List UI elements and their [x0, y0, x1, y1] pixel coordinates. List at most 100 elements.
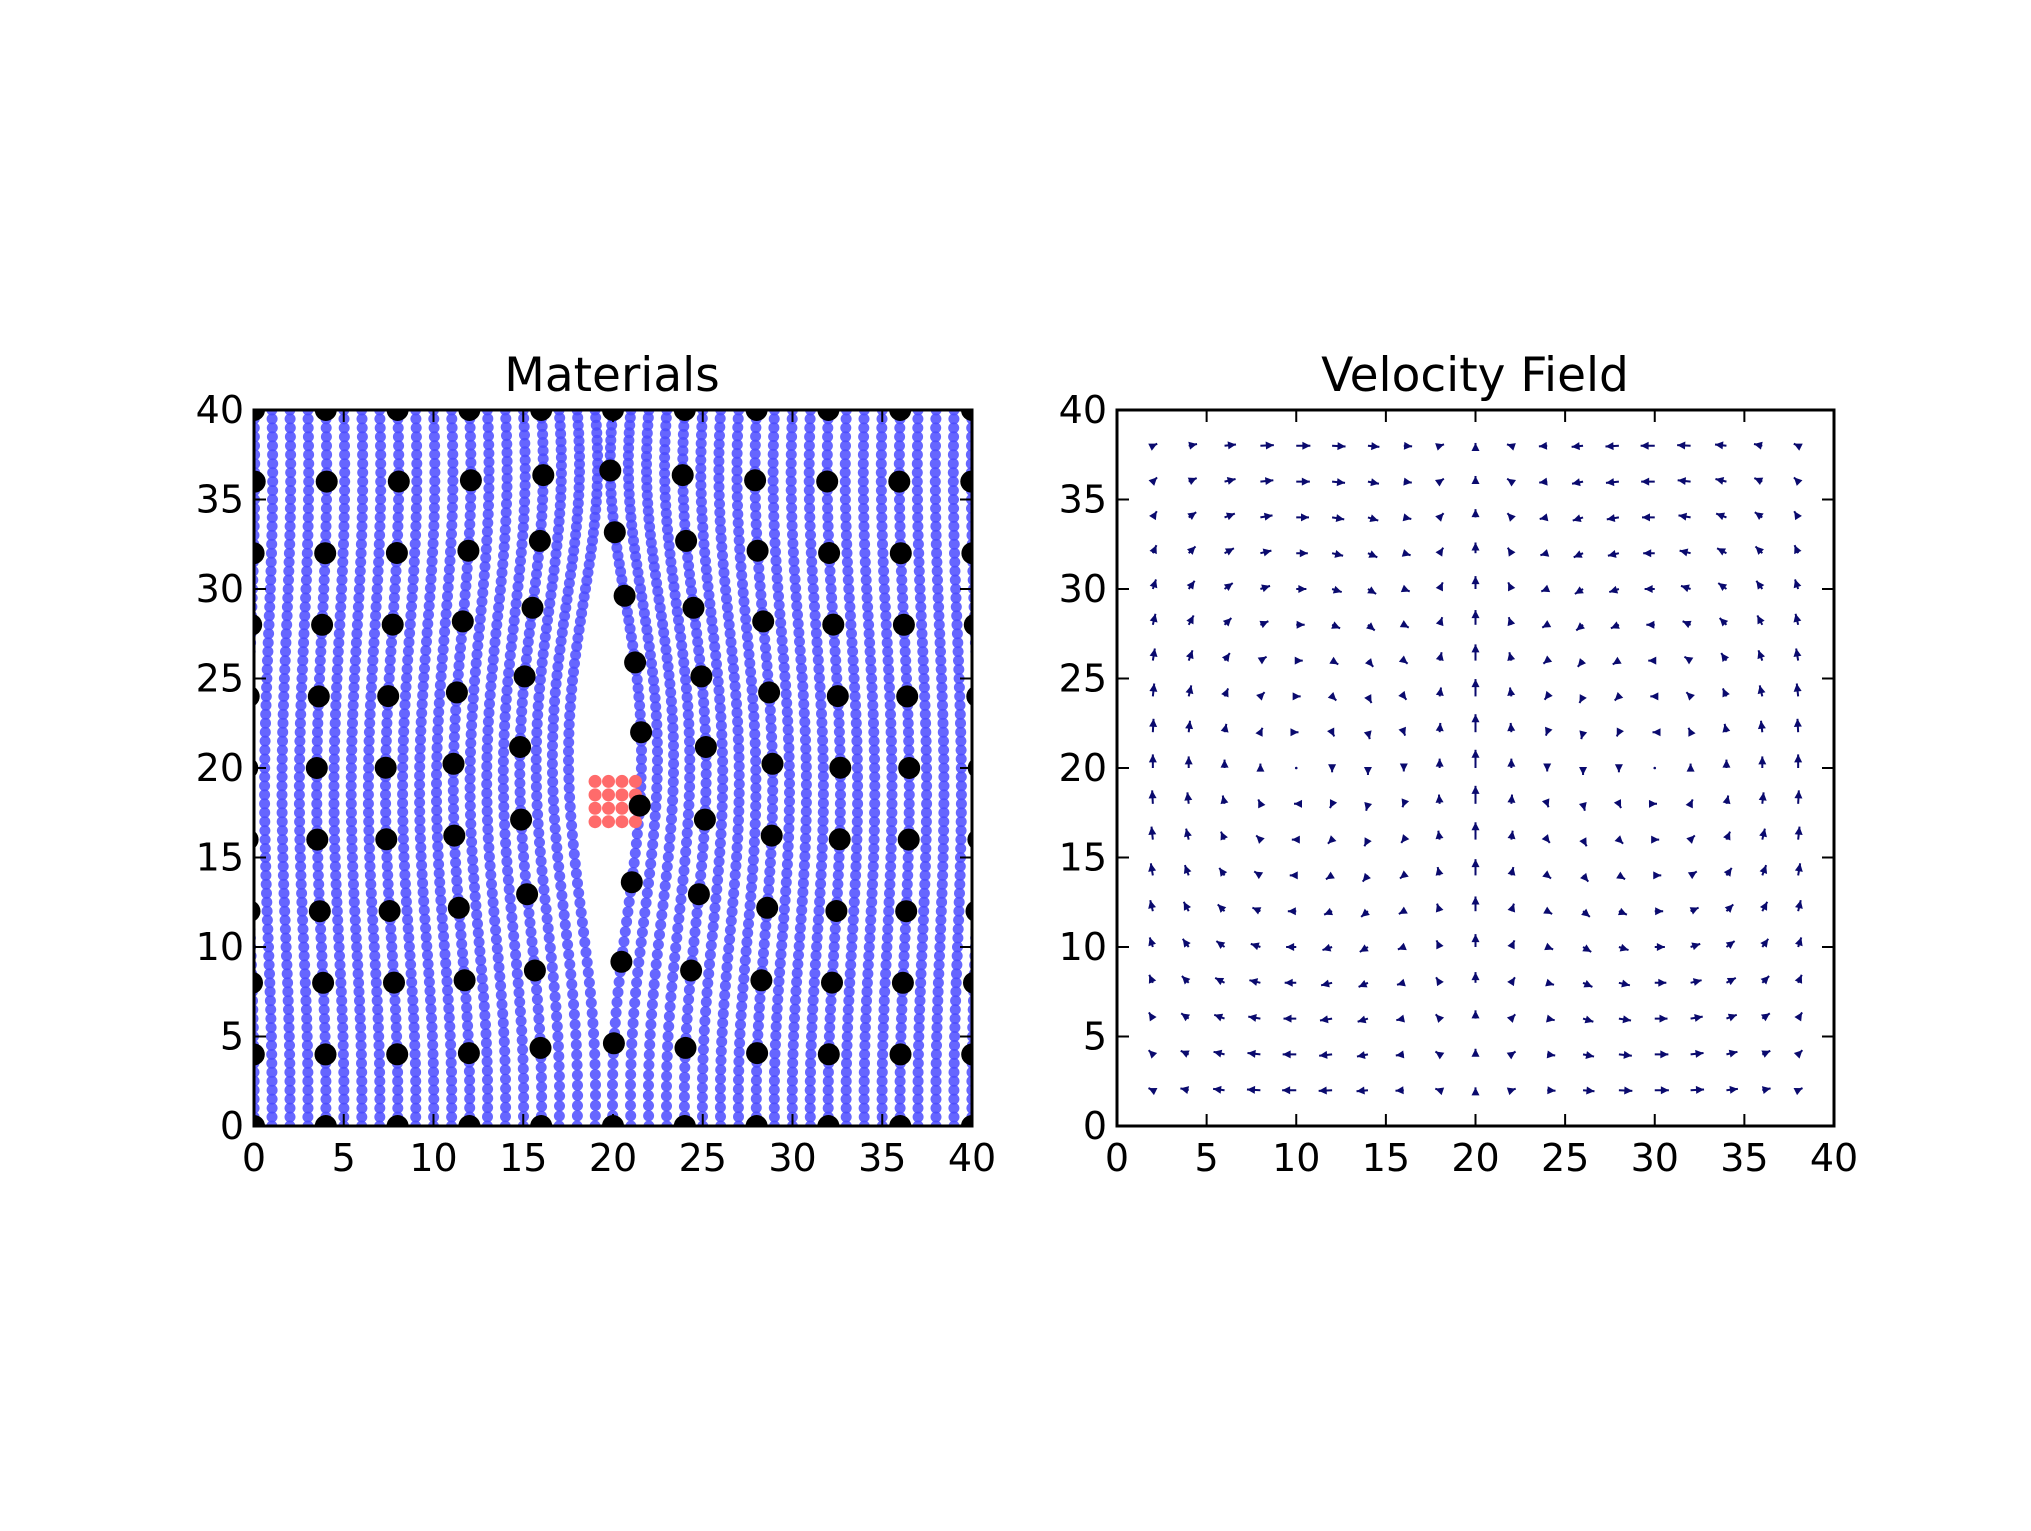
material-marker	[776, 939, 788, 951]
material-marker	[949, 1004, 961, 1016]
material-marker	[859, 1048, 871, 1060]
material-marker	[931, 1031, 943, 1042]
material-marker	[919, 869, 931, 881]
tracer-marker	[895, 900, 918, 923]
material-marker	[374, 413, 386, 425]
material-marker	[948, 538, 960, 550]
material-marker	[442, 993, 454, 1005]
velocity-arrow	[1614, 835, 1624, 845]
velocity-arrow	[1435, 652, 1444, 661]
material-marker	[859, 1031, 871, 1042]
material-marker	[317, 601, 329, 613]
material-marker	[804, 1084, 816, 1096]
material-marker	[876, 1057, 888, 1069]
material-marker	[949, 565, 961, 577]
block-marker	[615, 774, 629, 788]
material-marker	[490, 924, 502, 936]
material-marker	[524, 619, 536, 631]
material-marker	[351, 941, 363, 953]
material-marker	[328, 789, 340, 801]
material-marker	[886, 816, 898, 828]
material-marker	[938, 789, 950, 801]
material-marker	[903, 780, 915, 792]
material-marker	[937, 852, 949, 863]
material-marker	[338, 1093, 350, 1105]
material-marker	[694, 653, 706, 665]
material-marker	[750, 1074, 762, 1086]
velocity-arrow	[1678, 512, 1691, 521]
material-marker	[783, 733, 794, 745]
material-marker	[465, 827, 477, 839]
material-marker	[507, 921, 519, 933]
material-marker	[302, 538, 314, 550]
material-marker	[352, 959, 364, 971]
velocity-arrow	[1654, 1050, 1669, 1059]
tracer-marker	[308, 900, 331, 923]
material-marker	[518, 860, 530, 872]
material-marker	[731, 456, 743, 468]
material-marker	[911, 467, 923, 479]
material-marker	[876, 511, 888, 523]
velocity-arrow	[1644, 584, 1655, 593]
material-marker	[447, 794, 459, 806]
material-marker	[266, 1084, 278, 1096]
velocity-arrow	[1540, 584, 1551, 593]
material-marker	[917, 923, 929, 935]
material-marker	[868, 744, 880, 756]
material-marker	[817, 815, 829, 827]
tracer-marker	[451, 610, 474, 633]
material-marker	[495, 980, 507, 992]
material-marker	[563, 773, 575, 785]
material-marker	[262, 655, 273, 667]
block-marker	[588, 801, 602, 815]
material-marker	[368, 932, 380, 944]
material-marker	[498, 792, 510, 803]
material-marker	[530, 763, 542, 774]
velocity-arrow	[1646, 620, 1655, 629]
velocity-arrow	[1185, 685, 1194, 697]
material-marker	[299, 959, 311, 971]
material-marker	[357, 467, 369, 479]
x-tick-label: 10	[1272, 1136, 1320, 1180]
y-tick-label: 10	[196, 925, 244, 969]
material-marker	[433, 858, 445, 870]
block-marker	[628, 774, 642, 788]
velocity-arrow	[1578, 801, 1587, 811]
material-marker	[482, 1092, 494, 1104]
material-marker	[515, 547, 527, 558]
material-marker	[556, 890, 568, 901]
material-marker	[930, 1093, 942, 1105]
material-marker	[859, 1057, 870, 1069]
material-marker	[787, 529, 798, 541]
material-marker	[827, 959, 839, 971]
material-marker	[329, 843, 341, 854]
material-marker	[339, 440, 350, 452]
material-marker	[732, 1083, 744, 1095]
material-marker	[339, 467, 351, 479]
material-marker	[812, 914, 824, 926]
material-marker	[374, 1111, 386, 1123]
material-marker	[877, 538, 888, 550]
material-marker	[846, 637, 858, 649]
material-marker	[917, 914, 929, 926]
material-marker	[404, 950, 416, 961]
material-marker	[647, 553, 659, 565]
material-marker	[858, 1102, 870, 1114]
material-marker	[338, 431, 350, 443]
material-marker	[885, 735, 897, 747]
material-marker	[353, 986, 365, 998]
material-marker	[285, 467, 297, 479]
material-marker	[659, 467, 671, 479]
material-marker	[867, 860, 879, 872]
material-marker	[920, 825, 932, 837]
material-marker	[675, 893, 687, 905]
material-marker	[520, 653, 532, 665]
material-marker	[913, 556, 925, 568]
material-marker	[314, 664, 326, 675]
material-marker	[264, 977, 276, 989]
y-tick-label: 25	[196, 657, 244, 701]
material-marker	[368, 637, 380, 649]
velocity-arrow	[1507, 722, 1516, 733]
material-marker	[331, 664, 343, 675]
